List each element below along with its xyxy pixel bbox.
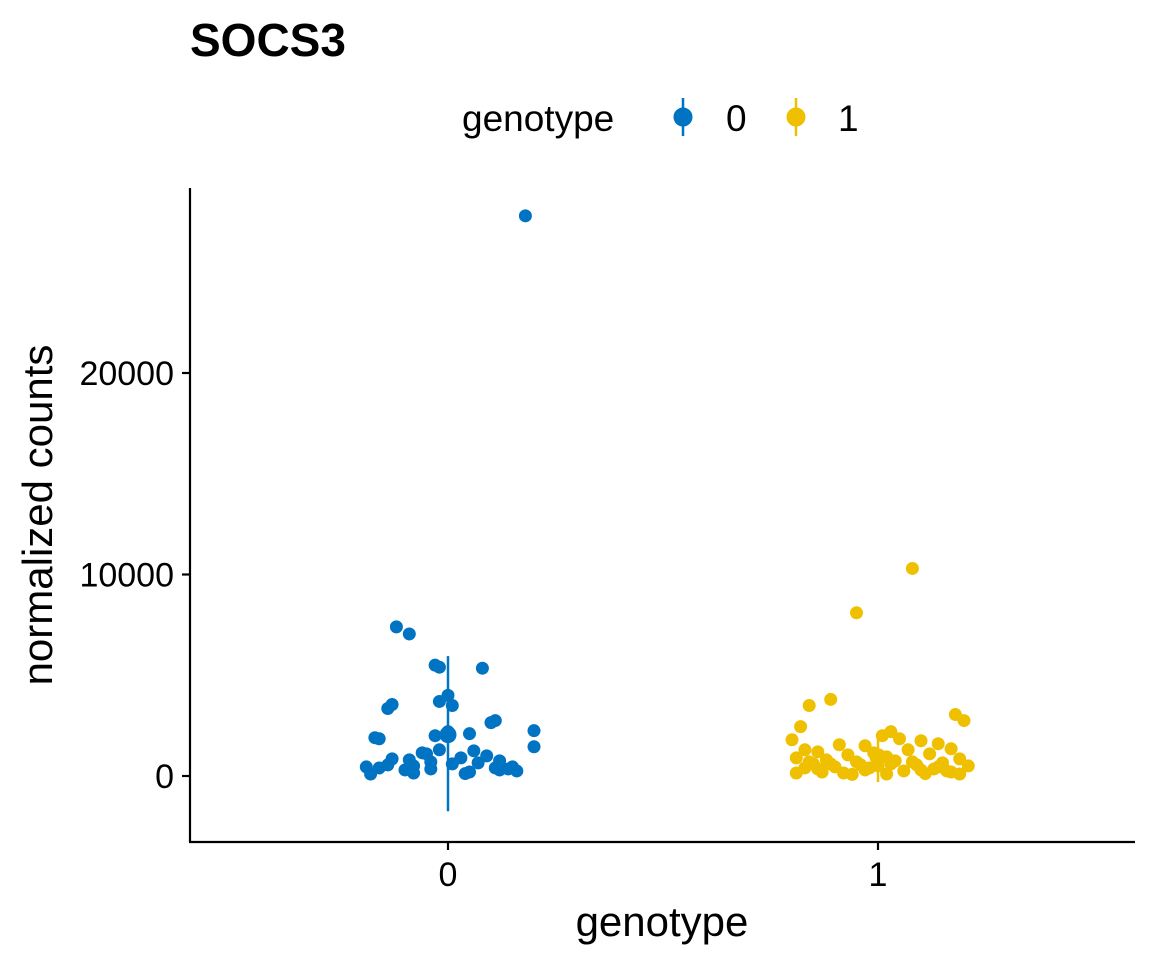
data-point <box>432 694 446 708</box>
data-point <box>893 732 906 746</box>
data-point <box>905 755 919 769</box>
data-point <box>527 724 541 738</box>
data-point <box>858 739 872 753</box>
y-tick-label: 20000 <box>79 355 174 393</box>
data-point <box>467 744 481 758</box>
data-point <box>850 606 863 620</box>
data-point <box>798 743 812 757</box>
data-point <box>471 756 485 770</box>
data-point <box>897 764 911 778</box>
data-point <box>372 732 386 746</box>
legend-label-1: 1 <box>838 98 859 139</box>
data-point <box>914 763 928 777</box>
data-point <box>484 716 498 730</box>
data-point <box>480 749 494 763</box>
data-points <box>359 209 975 781</box>
y-tick-label: 10000 <box>79 557 174 595</box>
data-point <box>407 766 421 780</box>
data-point <box>811 745 825 759</box>
data-point <box>957 714 971 728</box>
data-point <box>944 742 958 756</box>
data-point <box>432 743 446 757</box>
data-point <box>458 767 472 781</box>
data-point <box>940 764 954 778</box>
data-point <box>381 758 395 772</box>
legend-title: genotype <box>462 98 614 139</box>
data-point <box>794 720 808 734</box>
data-point <box>845 767 859 781</box>
y-axis-ticks: 0 10000 20000 <box>79 355 190 796</box>
data-point <box>389 620 403 634</box>
data-point <box>428 729 442 743</box>
y-tick-label: 0 <box>155 758 174 796</box>
data-point <box>901 743 915 757</box>
data-point <box>914 734 928 748</box>
data-point <box>811 762 825 776</box>
y-axis-title: normalized counts <box>14 345 61 686</box>
legend: genotype 0 1 <box>462 98 859 139</box>
data-point <box>802 698 816 712</box>
data-point <box>785 733 799 747</box>
legend-label-0: 0 <box>726 98 747 139</box>
x-tick-label: 0 <box>439 856 458 894</box>
data-point <box>953 752 967 766</box>
data-point <box>802 755 816 769</box>
data-point <box>527 740 541 754</box>
data-point <box>415 746 429 760</box>
summary-ranges <box>439 656 887 812</box>
data-point <box>931 737 945 751</box>
chart-title: SOCS3 <box>190 14 346 66</box>
data-point <box>424 762 438 776</box>
data-point <box>789 751 803 765</box>
data-point <box>880 767 894 781</box>
data-point <box>832 738 846 752</box>
data-point <box>475 661 489 675</box>
summary-mean-dot <box>439 726 457 744</box>
data-point <box>432 660 446 674</box>
data-point <box>402 627 416 641</box>
x-tick-label: 1 <box>869 856 888 894</box>
legend-key-0-dot <box>673 107 693 127</box>
summary-mean-dot <box>869 748 887 766</box>
data-point <box>961 759 975 773</box>
data-point <box>905 561 919 575</box>
data-point <box>501 762 515 776</box>
data-point <box>824 692 838 706</box>
data-point <box>463 727 476 741</box>
data-point <box>824 757 838 771</box>
x-axis-title: genotype <box>576 898 749 945</box>
data-point <box>518 209 532 223</box>
data-point <box>884 757 898 771</box>
legend-key-1-dot <box>786 107 806 127</box>
data-point <box>841 748 855 762</box>
data-point <box>381 701 395 715</box>
data-point <box>789 766 803 780</box>
data-point <box>923 747 937 761</box>
data-point <box>364 767 378 781</box>
data-point <box>854 758 868 772</box>
data-point <box>953 767 967 781</box>
